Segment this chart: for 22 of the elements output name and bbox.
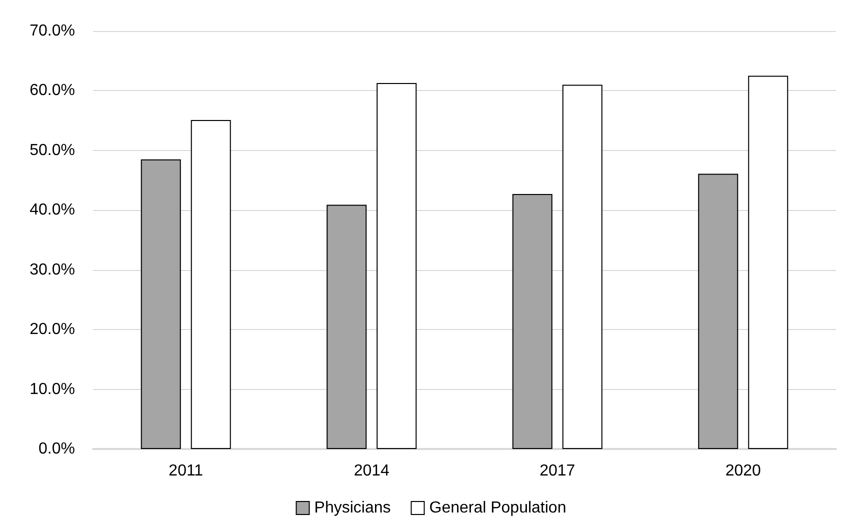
legend-label: Physicians (314, 500, 391, 516)
x-tick-label: 2017 (540, 462, 576, 480)
bar (376, 82, 417, 449)
bar (562, 84, 602, 449)
bar (326, 204, 367, 449)
y-tick-label: 20.0% (30, 321, 75, 338)
bar (140, 159, 181, 449)
x-tick-label: 2011 (168, 462, 204, 480)
bar (698, 174, 738, 449)
bar (190, 120, 231, 449)
y-tick-label: 70.0% (30, 22, 75, 40)
bar (512, 194, 552, 449)
y-tick-label: 60.0% (30, 82, 75, 100)
y-tick-label: 0.0% (38, 440, 75, 458)
x-tick-label: 2020 (725, 462, 762, 480)
y-tick-label: 10.0% (30, 380, 75, 398)
y-tick-label: 30.0% (30, 261, 75, 278)
y-tick-label: 50.0% (30, 142, 75, 159)
legend-label: General Population (429, 500, 566, 516)
y-tick-label: 40.0% (30, 202, 75, 219)
x-tick-label: 2014 (354, 462, 390, 480)
bar (748, 76, 788, 449)
